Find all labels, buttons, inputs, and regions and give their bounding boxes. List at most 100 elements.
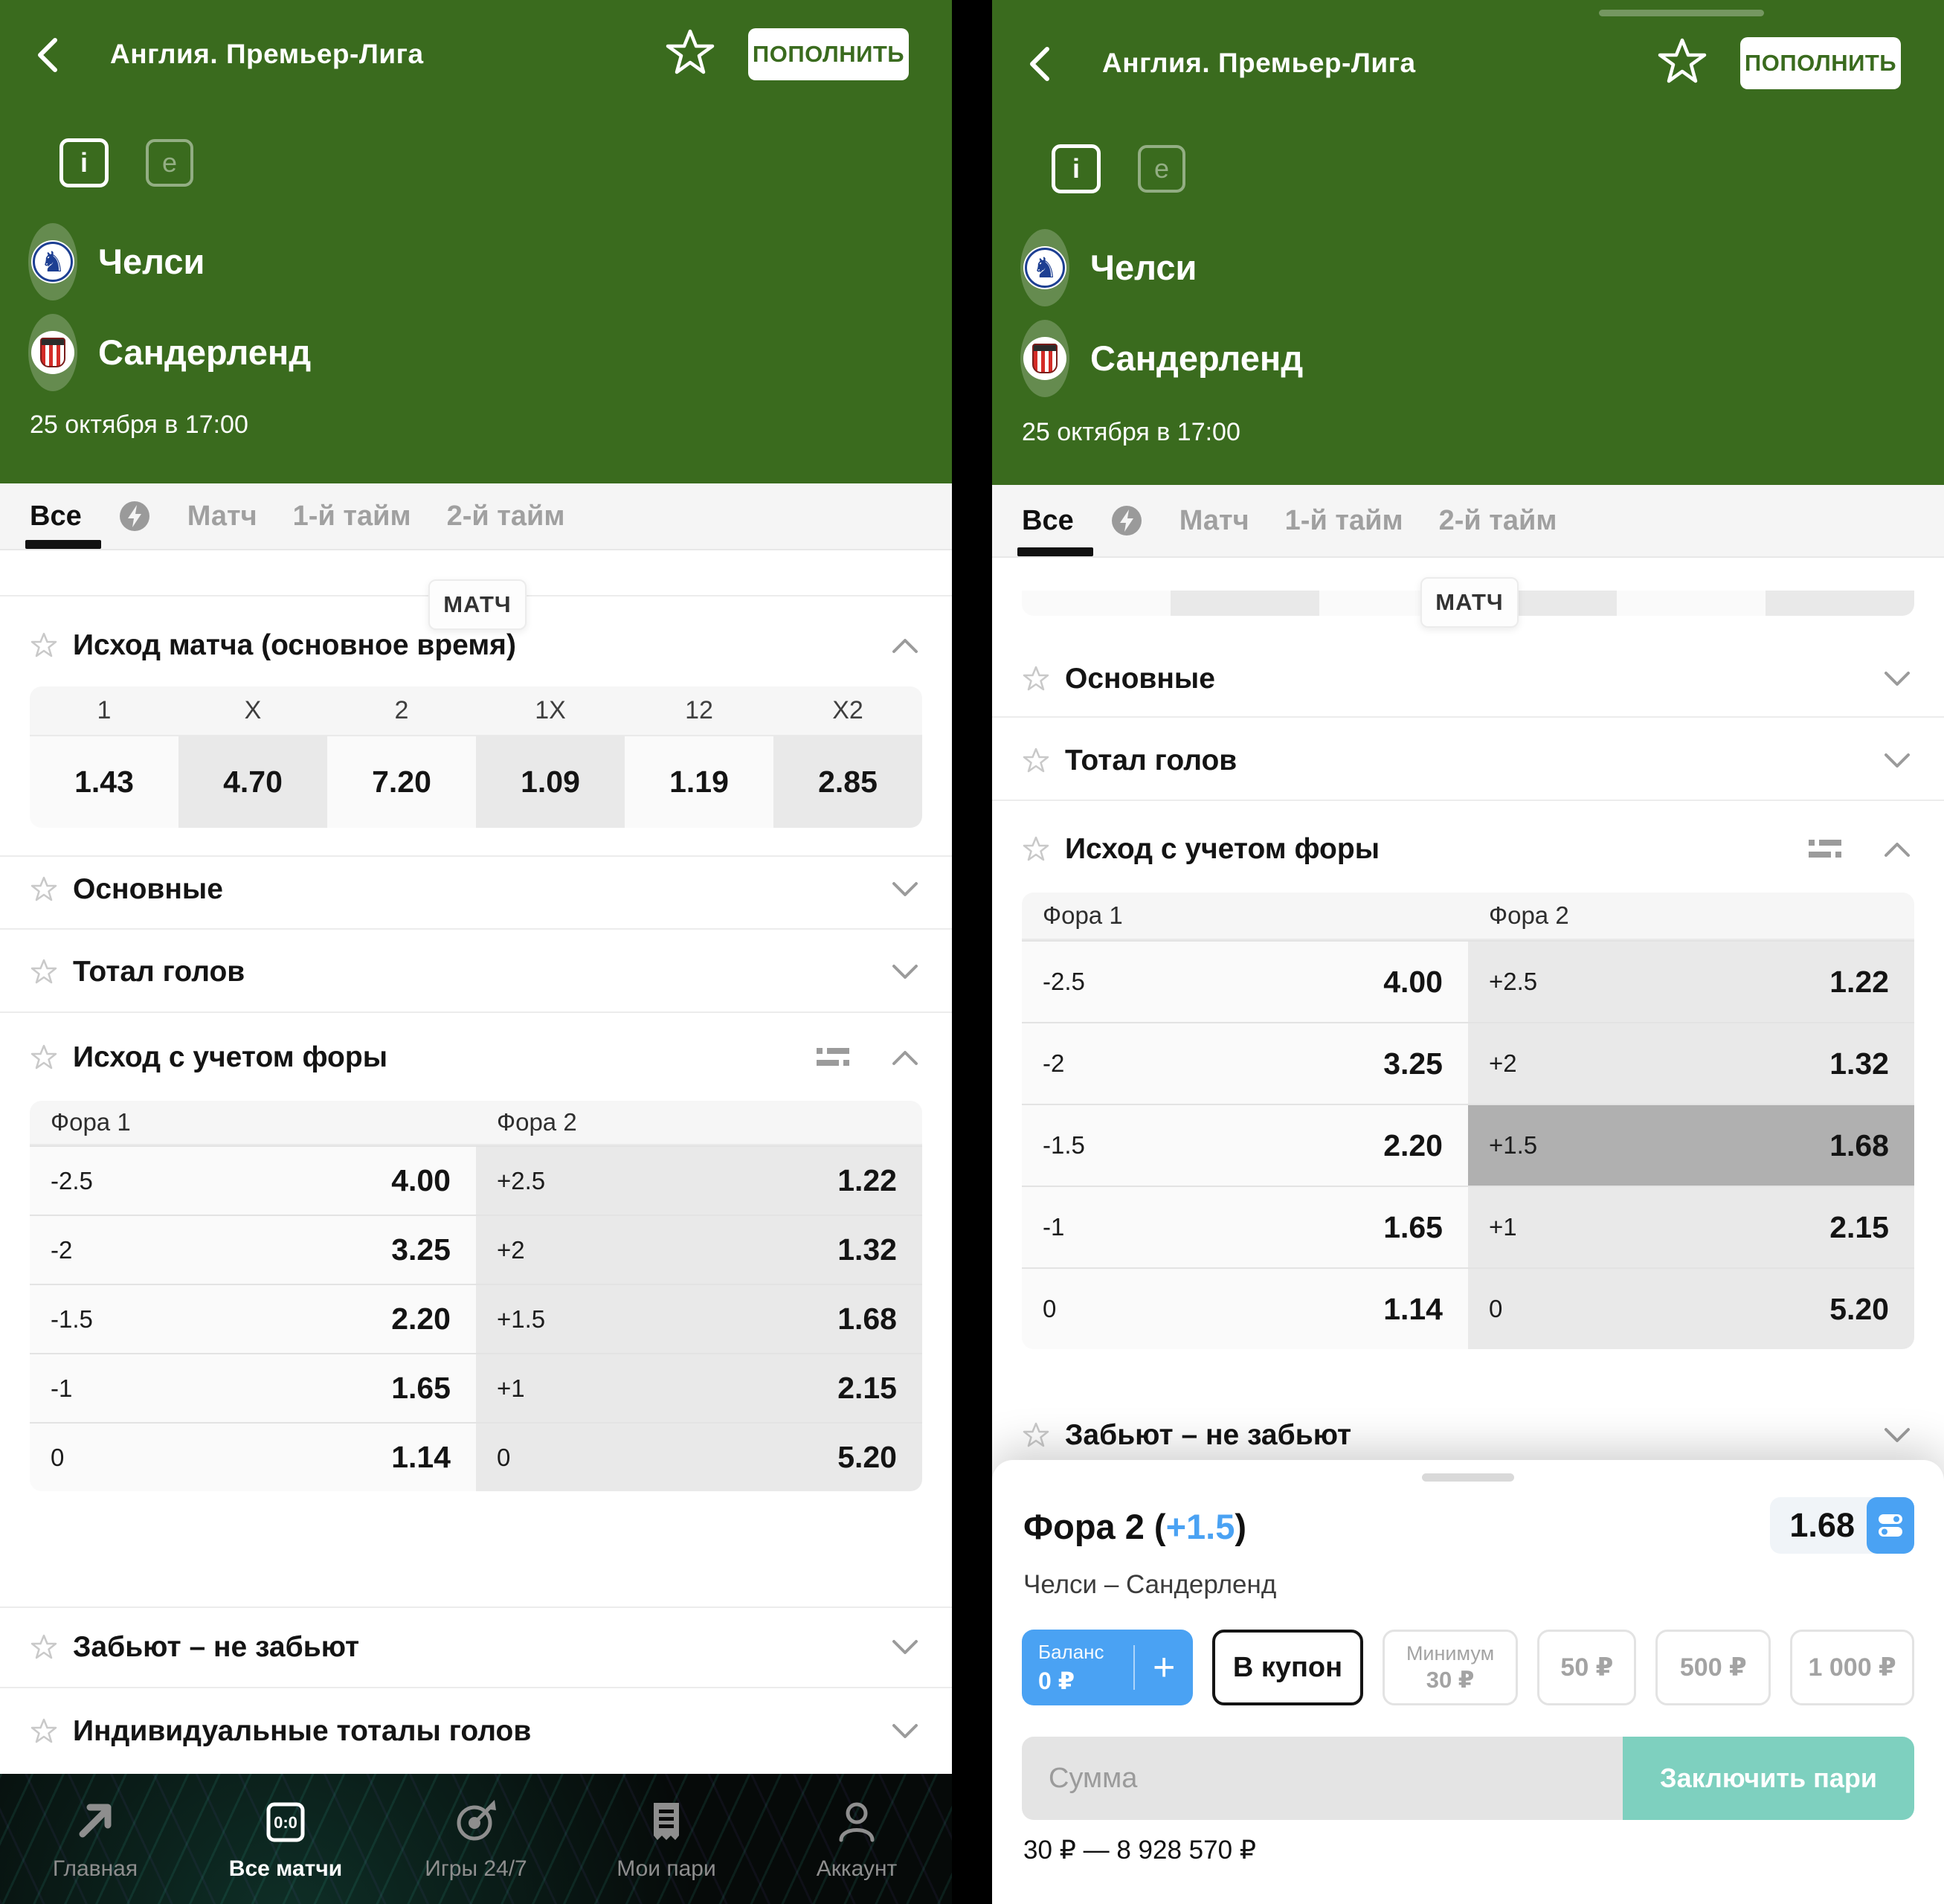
section-star-icon[interactable]	[30, 1633, 58, 1662]
odds-col-header: 1	[97, 696, 112, 724]
balance-topup-button[interactable]: Баланс 0 ₽ +	[1022, 1630, 1194, 1705]
section-total-goals[interactable]: Тотал голов	[992, 739, 1944, 783]
deposit-button[interactable]: ПОПОЛНИТЬ	[1740, 37, 1901, 89]
tab-all[interactable]: Все	[25, 483, 101, 549]
back-icon[interactable]	[33, 36, 62, 74]
nav-all-matches[interactable]: 0:0 Все матчи	[190, 1774, 381, 1904]
odds-cell-2[interactable]: 7.20	[327, 736, 476, 828]
section-individual-totals[interactable]: Индивидуальные тоталы голов	[0, 1709, 952, 1754]
plus-icon[interactable]: +	[1153, 1646, 1176, 1689]
section-zabyut[interactable]: Забьют – не забьют	[0, 1625, 952, 1670]
nav-games-247[interactable]: Игры 24/7	[381, 1774, 571, 1904]
tab-all[interactable]: Все	[1017, 485, 1093, 556]
view-mode-icon[interactable]	[1809, 838, 1841, 861]
section-star-icon[interactable]	[1022, 747, 1050, 775]
section-star-icon[interactable]	[30, 1717, 58, 1746]
chevron-up-icon[interactable]	[891, 637, 919, 654]
view-mode-icon[interactable]	[817, 1046, 849, 1069]
add-to-coupon-button[interactable]: В купон	[1212, 1630, 1363, 1705]
chevron-down-icon[interactable]	[891, 1723, 919, 1740]
quick-stake-50[interactable]: 50 ₽	[1537, 1630, 1637, 1705]
section-star-icon[interactable]	[30, 958, 58, 986]
match-chip: МАТЧ	[1420, 577, 1519, 628]
tab-first-half[interactable]: 1-й тайм	[292, 500, 411, 532]
handicap-col1-header: Фора 1	[51, 1108, 131, 1136]
sheet-grab-handle[interactable]	[1422, 1473, 1514, 1482]
nav-home[interactable]: Главная	[0, 1774, 190, 1904]
tab-fast-bets-icon[interactable]	[1110, 485, 1144, 556]
section-star-icon[interactable]	[1022, 665, 1050, 693]
tab-match[interactable]: Матч	[187, 500, 257, 532]
section-handicap-header[interactable]: Исход с учетом форы	[0, 1035, 952, 1080]
favorite-star-icon[interactable]	[665, 27, 715, 77]
chevron-down-icon[interactable]	[891, 881, 919, 898]
chevron-down-icon[interactable]	[891, 963, 919, 981]
handicap-table: Фора 1 Фора 2 -2.5 4.00 +2.5 1.22 -2 3.25 +…	[30, 1101, 922, 1491]
chevron-up-icon[interactable]	[891, 1049, 919, 1067]
handicap-cell[interactable]: -1.5 2.20	[1022, 1104, 1468, 1186]
section-zabyut[interactable]: Забьют – не забьют	[992, 1413, 1944, 1458]
handicap-cell-selected[interactable]: +1.5 1.68	[1468, 1104, 1914, 1186]
handicap-cell[interactable]: -1 1.65	[1022, 1186, 1468, 1267]
handicap-cell[interactable]: -2.5 4.00	[30, 1145, 476, 1215]
section-total-goals[interactable]: Тотал голов	[0, 950, 952, 994]
handicap-cell[interactable]: -2 3.25	[1022, 1022, 1468, 1104]
section-osnovnye[interactable]: Основные	[0, 867, 952, 912]
handicap-cell[interactable]: +1.5 1.68	[476, 1284, 922, 1353]
tab-second-half[interactable]: 2-й тайм	[1438, 504, 1557, 536]
handicap-cell[interactable]: 0 5.20	[476, 1422, 922, 1491]
odds-cell-x2[interactable]: 2.85	[773, 736, 922, 828]
handicap-cell[interactable]: +2 1.32	[476, 1215, 922, 1284]
chevron-up-icon[interactable]	[1883, 840, 1911, 858]
nav-my-bets[interactable]: Мои пари	[571, 1774, 762, 1904]
outcome-odds-table-partial[interactable]	[1022, 591, 1914, 616]
odds-settings-icon[interactable]	[1867, 1497, 1914, 1554]
quick-stake-500[interactable]: 500 ₽	[1655, 1630, 1771, 1705]
handicap-cell[interactable]: +2.5 1.22	[476, 1145, 922, 1215]
favorite-star-icon[interactable]	[1657, 36, 1708, 86]
section-handicap-header[interactable]: Исход с учетом форы	[992, 827, 1944, 872]
odds-cell-12[interactable]: 1.19	[625, 736, 773, 828]
back-icon[interactable]	[1025, 45, 1055, 83]
stake-amount-input[interactable]	[1022, 1737, 1623, 1820]
handicap-cell[interactable]: +1 2.15	[1468, 1186, 1914, 1267]
handicap-cell[interactable]: 0 1.14	[1022, 1267, 1468, 1349]
e-widget-icon[interactable]: e	[1138, 145, 1185, 193]
chevron-down-icon[interactable]	[1883, 752, 1911, 770]
chevron-down-icon[interactable]	[1883, 1427, 1911, 1444]
section-star-icon[interactable]	[30, 875, 58, 904]
handicap-cell[interactable]: +2 1.32	[1468, 1022, 1914, 1104]
handicap-cell[interactable]: -1 1.65	[30, 1353, 476, 1422]
section-star-icon[interactable]	[1022, 1421, 1050, 1450]
handicap-cell[interactable]: +2.5 1.22	[1468, 940, 1914, 1022]
section-osnovnye[interactable]: Основные	[992, 657, 1944, 701]
section-star-icon[interactable]	[1022, 835, 1050, 863]
section-outcome-header[interactable]: Исход матча (основное время)	[0, 623, 952, 668]
nav-account[interactable]: Аккаунт	[762, 1774, 952, 1904]
tab-fast-bets-icon[interactable]	[118, 483, 152, 549]
odds-cell-1x[interactable]: 1.09	[476, 736, 625, 828]
odds-cell-1[interactable]: 1.43	[30, 736, 178, 828]
place-bet-button[interactable]: Заключить пари	[1623, 1737, 1914, 1820]
tab-match[interactable]: Матч	[1179, 504, 1249, 536]
info-icon[interactable]: i	[59, 138, 109, 187]
handicap-cell[interactable]: +1 2.15	[476, 1353, 922, 1422]
info-icon[interactable]: i	[1052, 144, 1101, 193]
section-star-icon[interactable]	[30, 631, 58, 660]
odds-cell-x[interactable]: 4.70	[178, 736, 327, 828]
tab-first-half[interactable]: 1-й тайм	[1284, 504, 1403, 536]
handicap-cell[interactable]: -2 3.25	[30, 1215, 476, 1284]
chevron-down-icon[interactable]	[1883, 670, 1911, 688]
handicap-row: -1.5 2.20 +1.5 1.68	[1022, 1104, 1914, 1186]
handicap-cell[interactable]: 0 1.14	[30, 1422, 476, 1491]
quick-stake-1000[interactable]: 1 000 ₽	[1790, 1630, 1914, 1705]
deposit-button[interactable]: ПОПОЛНИТЬ	[748, 28, 909, 80]
e-widget-icon[interactable]: e	[146, 139, 193, 187]
tab-second-half[interactable]: 2-й тайм	[446, 500, 565, 532]
minimum-stake-chip[interactable]: Минимум 30 ₽	[1382, 1630, 1519, 1705]
section-star-icon[interactable]	[30, 1043, 58, 1072]
handicap-cell[interactable]: -2.5 4.00	[1022, 940, 1468, 1022]
handicap-cell[interactable]: 0 5.20	[1468, 1267, 1914, 1349]
handicap-cell[interactable]: -1.5 2.20	[30, 1284, 476, 1353]
chevron-down-icon[interactable]	[891, 1638, 919, 1656]
